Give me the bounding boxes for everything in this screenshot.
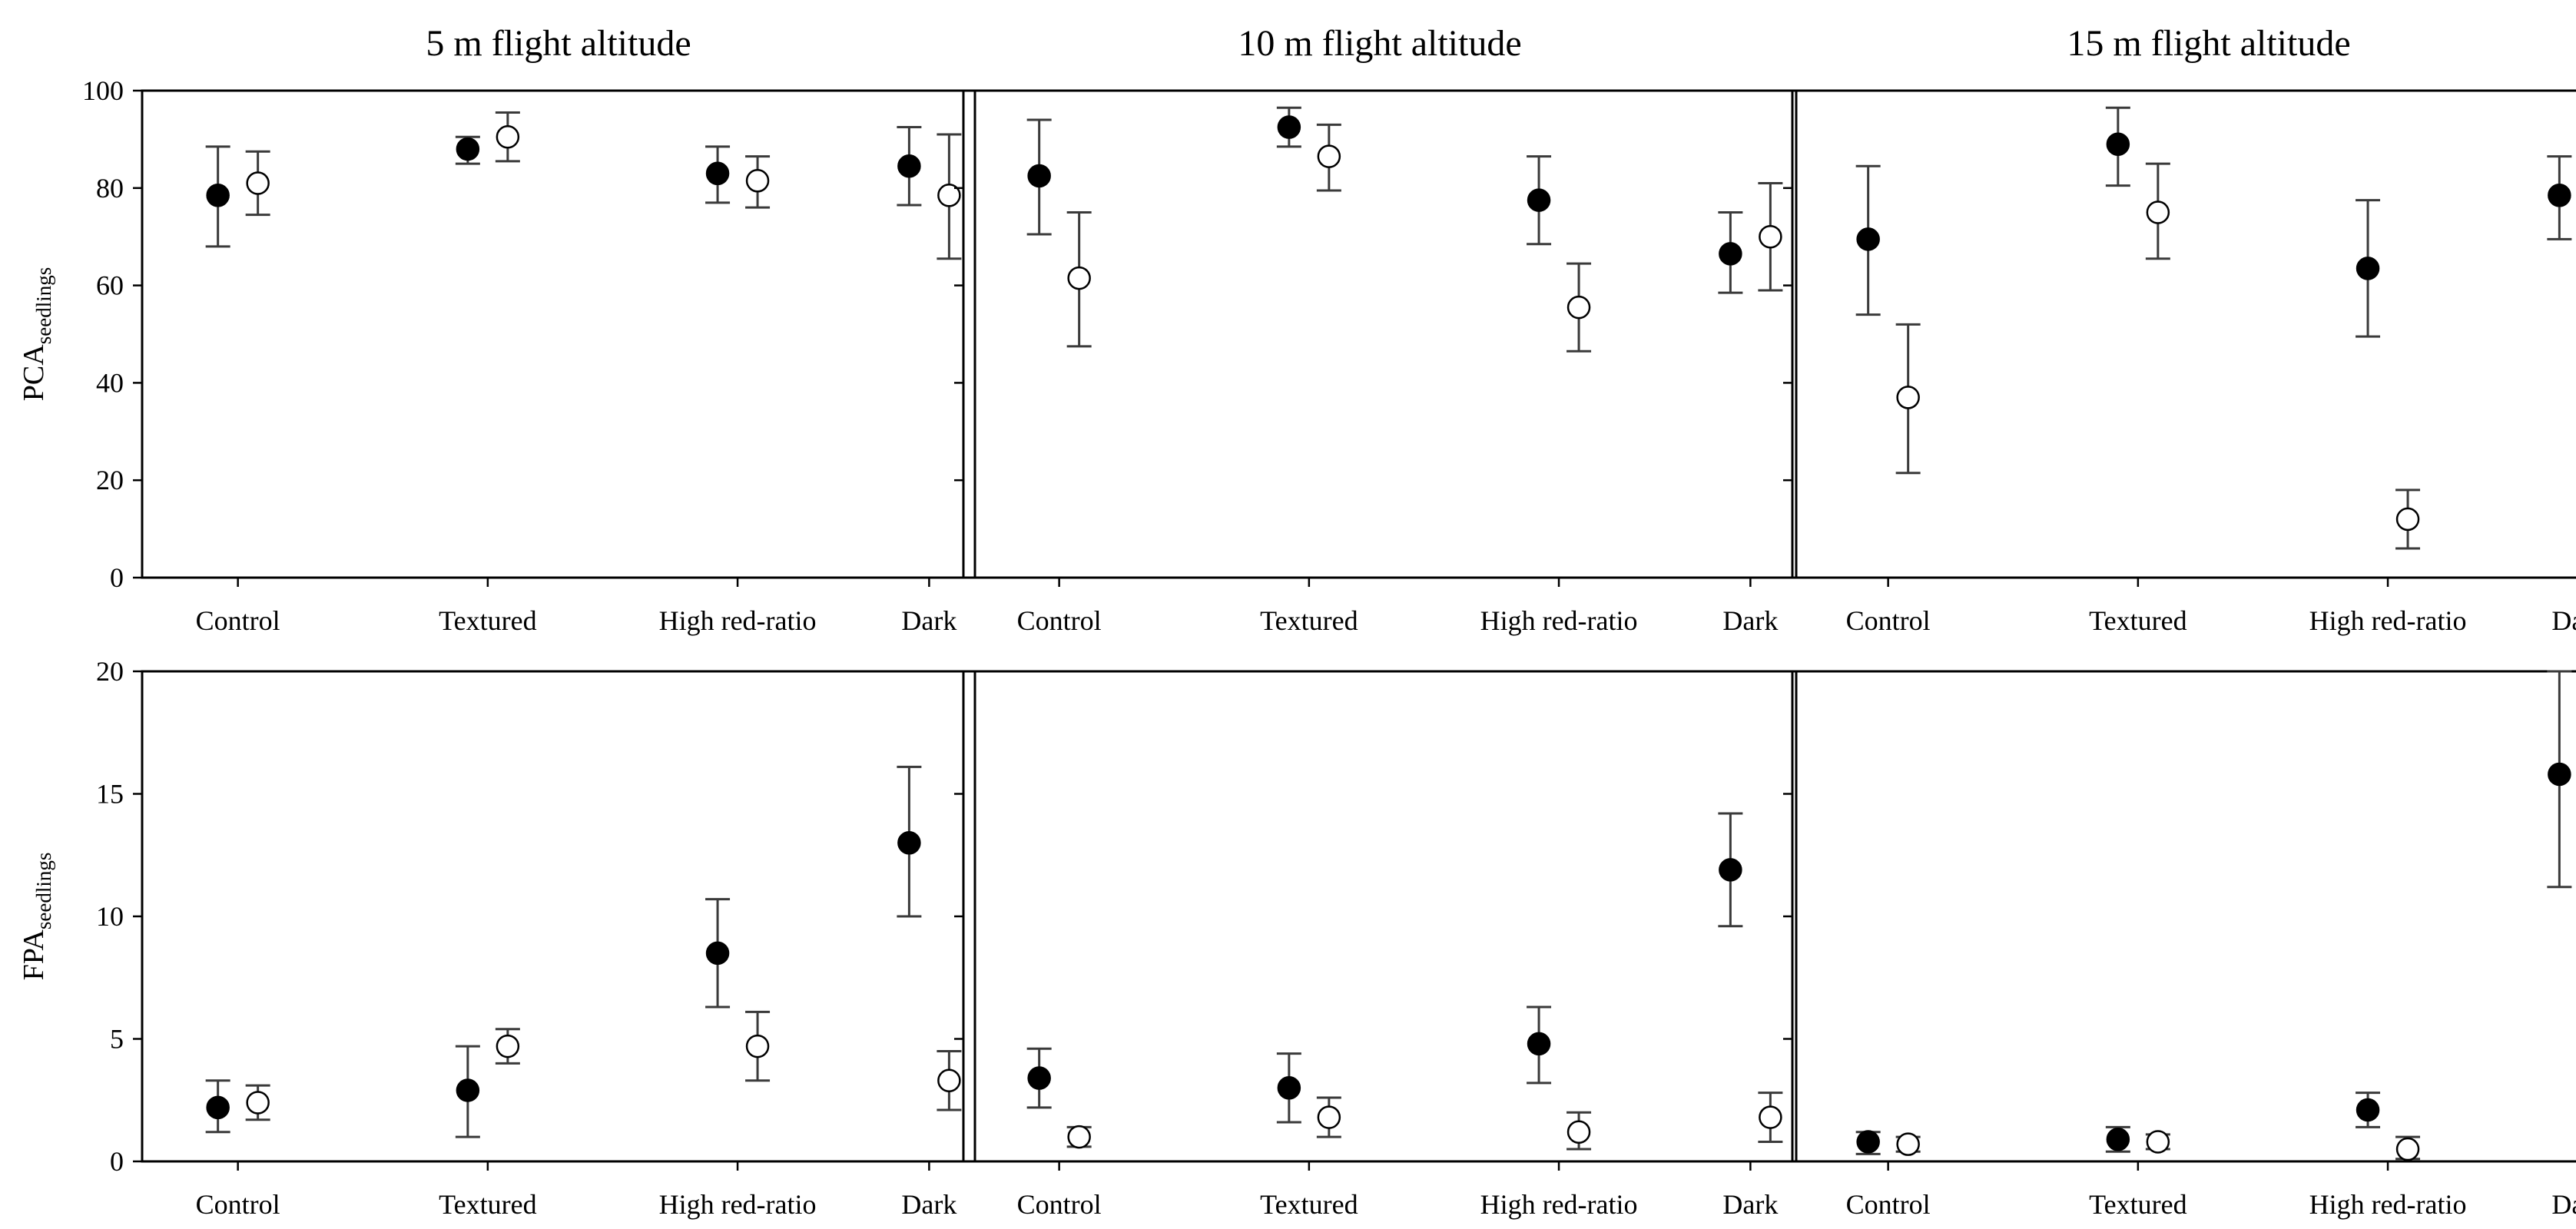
plot-frame	[141, 670, 976, 1163]
data-point-filled	[206, 184, 230, 207]
y-tick-label: 20	[96, 465, 124, 495]
plot-frame	[141, 89, 976, 579]
panel-3: 15 m flight altitude Control Textured High …	[1783, 23, 2576, 636]
data-point-open	[937, 184, 961, 207]
data-point-open	[2395, 1137, 2420, 1161]
data-point-open	[1317, 144, 1341, 168]
y-tick-label: 15	[96, 779, 124, 810]
data-point-open	[496, 124, 520, 149]
x-tick-label: High red-ratio	[2309, 1189, 2467, 1220]
x-tick-label: Dark	[2551, 605, 2576, 636]
panel-4: 0 5 10 15 20 FPAseedlings Control Textured High …	[18, 656, 976, 1220]
data-point-filled	[1027, 164, 1051, 188]
x-tick-label: Dark	[901, 605, 956, 636]
x-tick-label: Textured	[439, 605, 536, 636]
data-point-open	[2395, 507, 2420, 532]
x-tick-label: Dark	[1722, 1189, 1778, 1220]
x-tick-label: Control	[1846, 605, 1931, 636]
data-point-filled	[2356, 1098, 2380, 1122]
data-point-filled	[2356, 257, 2380, 280]
panel-5: Control Textured High red-ratio Dark	[954, 670, 1798, 1220]
data-point-open	[1759, 1105, 1782, 1129]
data-point-open	[246, 171, 270, 195]
y-tick-label: 0	[110, 562, 124, 593]
data-point-open	[745, 1034, 770, 1058]
data-point-open	[1067, 1125, 1091, 1149]
data-point-filled	[1527, 188, 1551, 212]
x-tick-label: Textured	[2089, 605, 2186, 636]
x-tick-label: Control	[196, 605, 280, 636]
data-point-open	[745, 169, 770, 193]
data-point-open	[1896, 386, 1920, 409]
x-tick-label: Control	[1846, 1189, 1931, 1220]
data-point-filled	[206, 1095, 230, 1120]
data-point-open	[1759, 224, 1782, 249]
plot-frame	[1791, 89, 2576, 579]
x-tick-label: Textured	[2089, 1189, 2186, 1220]
panel-title: 5 m flight altitude	[426, 23, 691, 64]
data-point-open	[246, 1091, 270, 1115]
x-tick-label: Textured	[1260, 1189, 1358, 1220]
x-tick-label: Control	[1017, 605, 1102, 636]
data-point-filled	[1719, 242, 1742, 266]
data-point-open	[496, 1034, 520, 1058]
x-tick-label: Textured	[1260, 605, 1358, 636]
data-point-open	[1317, 1105, 1341, 1129]
y-axis-label: FPAseedlings	[18, 853, 55, 981]
data-point-filled	[1527, 1032, 1551, 1056]
x-tick-label: High red-ratio	[1480, 1189, 1638, 1220]
data-point-open	[937, 1068, 961, 1092]
x-tick-label: Control	[1017, 1189, 1102, 1220]
data-point-filled	[1856, 1130, 1880, 1154]
data-point-filled	[705, 161, 730, 186]
y-tick-label: 5	[110, 1024, 124, 1055]
panel-title: 15 m flight altitude	[2067, 23, 2350, 64]
panel-title: 10 m flight altitude	[1238, 23, 1521, 64]
panel-1: 5 m flight altitude 0 20 40 60 80 100 PCAseedli…	[18, 23, 976, 636]
data-point-filled	[897, 831, 921, 855]
data-point-filled	[1027, 1066, 1051, 1090]
y-tick-label: 60	[96, 270, 124, 301]
data-point-filled	[456, 137, 480, 161]
plot-frame	[962, 89, 1798, 579]
x-tick-label: High red-ratio	[1480, 605, 1638, 636]
data-point-filled	[897, 154, 921, 178]
y-tick-label: 40	[96, 367, 124, 398]
y-tick-label: 0	[110, 1146, 124, 1177]
y-tick-label: 80	[96, 173, 124, 204]
data-point-filled	[2106, 132, 2130, 156]
data-point-filled	[2548, 184, 2571, 207]
y-tick-label: 20	[96, 656, 124, 687]
data-point-filled	[1719, 858, 1742, 882]
data-point-open	[1896, 1132, 1920, 1156]
y-tick-label: 10	[96, 901, 124, 932]
x-tick-label: High red-ratio	[659, 605, 817, 636]
x-tick-label: Control	[196, 1189, 280, 1220]
data-point-filled	[1277, 115, 1301, 139]
data-point-filled	[456, 1078, 480, 1102]
panel-2: 10 m flight altitude Control Textured High …	[954, 23, 1798, 636]
data-point-open	[2146, 200, 2170, 224]
data-point-filled	[1277, 1076, 1301, 1100]
data-point-open	[1566, 1120, 1591, 1144]
plot-frame	[962, 670, 1798, 1163]
plot-frame	[1791, 670, 2576, 1163]
x-tick-label: Dark	[901, 1189, 956, 1220]
data-point-open	[1067, 266, 1091, 290]
y-tick-label: 100	[82, 75, 124, 106]
x-tick-label: High red-ratio	[659, 1189, 817, 1220]
data-point-filled	[705, 941, 730, 966]
data-point-open	[2146, 1130, 2170, 1154]
data-point-filled	[2106, 1128, 2130, 1151]
x-tick-label: High red-ratio	[2309, 605, 2467, 636]
data-point-open	[1566, 295, 1591, 320]
data-point-filled	[2548, 762, 2571, 787]
y-axis-label: PCAseedlings	[18, 267, 55, 401]
data-point-filled	[1856, 227, 1880, 251]
x-tick-label: Dark	[2551, 1189, 2576, 1220]
x-tick-label: Textured	[439, 1189, 536, 1220]
x-tick-label: Dark	[1722, 605, 1778, 636]
panel-6: Control Textured High red-ratio Dark	[1783, 670, 2576, 1220]
